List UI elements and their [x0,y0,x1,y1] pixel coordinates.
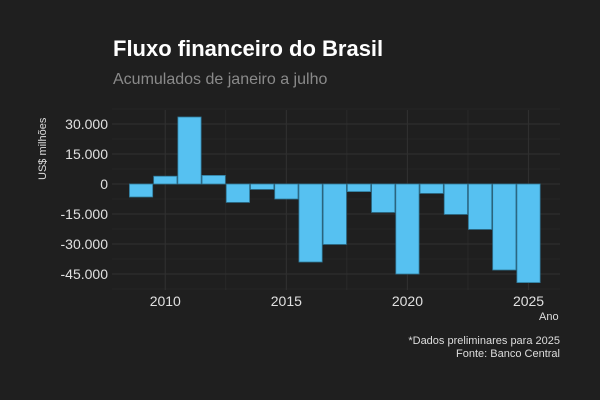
x-tick-label: 2020 [392,293,423,309]
bar-2020 [395,183,420,275]
bar-2022 [443,183,468,215]
x-axis-label: Ano [539,311,559,323]
bar-2009 [129,183,154,198]
bar-2018 [346,183,372,192]
y-tick-label: -45.000 [61,266,109,282]
bar-2012 [201,174,226,185]
y-tick-label: 15.000 [65,146,108,162]
bar-2014 [250,183,275,190]
y-tick-label: 0 [100,176,108,192]
x-tick-label: 2010 [150,293,181,309]
bar-2025 [516,183,541,283]
y-tick-label: -30.000 [61,236,109,252]
caption: *Dados preliminares para 2025 Fonte: Ban… [408,335,560,361]
bar-2019 [371,183,396,213]
bar-2010 [153,175,178,185]
caption-source: Fonte: Banco Central [456,348,560,360]
bar-2013 [225,183,250,203]
bar-2021 [419,183,444,194]
chart-subtitle: Acumulados de janeiro a julho [113,71,328,88]
bar-2015 [274,183,299,200]
bar-2011 [177,116,202,185]
bar-2023 [468,183,493,230]
bar-2016 [298,183,323,263]
y-tick-label: 30.000 [65,116,108,132]
x-tick-label: 2015 [271,293,302,309]
x-tick-label: 2025 [513,293,544,309]
bar-2024 [492,183,517,271]
bar-2017 [322,183,347,245]
chart-title: Fluxo financeiro do Brasil [113,36,384,61]
y-tick-label: -15.000 [61,206,109,222]
caption-note: *Dados preliminares para 2025 [408,335,560,347]
